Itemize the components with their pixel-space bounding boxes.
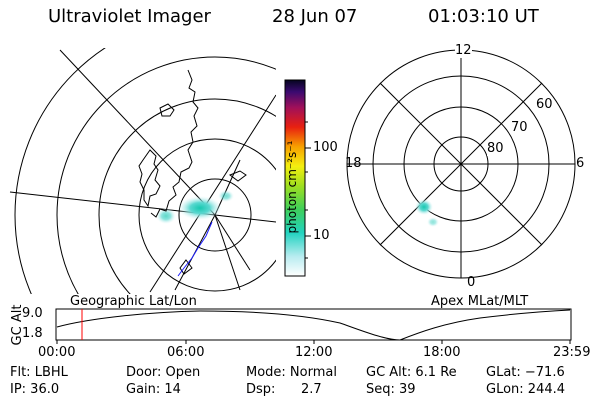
altitude-ytick-high: 9.0 (22, 306, 43, 321)
mlt-label-18: 18 (345, 156, 362, 171)
status-gain: Gain: 14 (126, 382, 181, 397)
time-tick: 18:00 (423, 345, 461, 360)
aurora-emission-left (156, 190, 234, 224)
color-bar-ticks (305, 121, 311, 259)
apex-label: Apex MLat/MLT (431, 294, 529, 309)
status-glat: GLat: −71.6 (486, 365, 565, 380)
coastline (138, 69, 247, 275)
lat-label-60: 60 (536, 97, 553, 112)
status-filter: Flt: LBHL (10, 365, 68, 380)
status-door: Door: Open (126, 365, 201, 380)
time-label: 01:03:10 UT (428, 6, 539, 27)
color-bar (284, 79, 306, 277)
colorbar-tick-100: 100 (313, 140, 338, 155)
geographic-label: Geographic Lat/Lon (70, 294, 197, 309)
app-title: Ultraviolet Imager (48, 6, 211, 27)
status-glon: GLon: 244.4 (486, 382, 566, 397)
night-boundary (177, 221, 213, 277)
time-tick: 23:59 (553, 345, 591, 360)
time-tick: 06:00 (167, 345, 205, 360)
status-seq: Seq: 39 (366, 382, 416, 397)
mlt-label-6: 6 (576, 156, 585, 171)
lat-label-70: 70 (511, 120, 528, 135)
apex-polar-plot (346, 49, 576, 279)
date-label: 28 Jun 07 (272, 6, 358, 27)
status-mode: Mode: Normal (246, 365, 337, 380)
status-ip: IP: 36.0 (10, 382, 60, 397)
status-gc-alt: GC Alt: 6.1 Re (366, 365, 457, 380)
colorbar-unit-label: photon cm⁻²s⁻¹ (285, 140, 299, 234)
altitude-panel (55, 308, 572, 344)
time-tick: 00:00 (38, 345, 76, 360)
lat-label-80: 80 (487, 141, 504, 156)
mlt-label-12: 12 (455, 43, 472, 58)
altitude-curve (56, 309, 571, 341)
time-tick: 12:00 (295, 345, 333, 360)
altitude-ytick-low: 1.8 (22, 326, 43, 341)
aurora-emission-right (415, 199, 439, 227)
status-dsp-value: 2.7 (301, 382, 322, 397)
colorbar-tick-10: 10 (313, 228, 330, 243)
mlt-label-0: 0 (467, 275, 476, 290)
status-dsp-label: Dsp: (246, 382, 276, 397)
